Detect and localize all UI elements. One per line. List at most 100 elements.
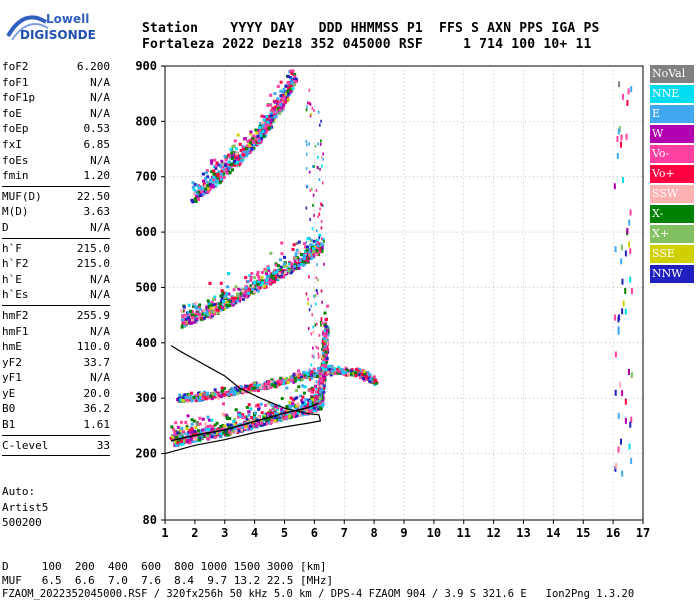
side-marker (630, 288, 633, 295)
echo-point (276, 406, 280, 410)
echo-point (315, 387, 319, 391)
echo-point (311, 187, 313, 191)
echo-trace (176, 364, 379, 404)
side-marker (630, 457, 633, 464)
echo-point (205, 305, 209, 309)
x-tick-label: 10 (427, 526, 441, 540)
echo-point (283, 90, 287, 94)
echo-point (321, 300, 323, 304)
echo-point (292, 414, 296, 418)
echo-point (294, 252, 298, 256)
echo-point (198, 416, 202, 420)
echo-point (282, 103, 286, 107)
echo-point (197, 189, 201, 193)
echo-point (280, 275, 284, 279)
echo-point (320, 119, 322, 123)
echo-point (251, 386, 255, 390)
echo-point (291, 86, 295, 90)
echo-point (187, 310, 191, 314)
echo-point (260, 279, 264, 283)
echo-point (314, 390, 318, 394)
side-marker (624, 287, 627, 294)
param-row: foE N/A (2, 106, 110, 122)
echo-point (224, 294, 228, 298)
echo-point (302, 410, 306, 414)
echo-point (328, 367, 332, 371)
echo-point (302, 402, 306, 406)
echo-point (354, 373, 358, 377)
echo-point (244, 388, 248, 392)
echo-point (314, 384, 318, 388)
echo-point (306, 259, 310, 263)
echo-point (259, 131, 263, 135)
echo-point (190, 391, 194, 395)
x-tick-label: 7 (341, 526, 348, 540)
echo-point (302, 253, 306, 257)
echo-point (276, 268, 280, 272)
echo-point (292, 398, 296, 402)
echo-point (295, 414, 299, 418)
echo-point (282, 382, 286, 386)
echo-point (321, 374, 325, 378)
echo-point (202, 390, 206, 394)
echo-point (238, 142, 242, 146)
echo-point (210, 418, 214, 422)
echo-point (323, 323, 327, 327)
echo-point (333, 371, 337, 375)
echo-point (211, 180, 215, 184)
echo-point (344, 371, 348, 375)
echo-point (270, 418, 274, 422)
echo-point (318, 372, 322, 376)
echo-point (221, 423, 225, 427)
echo-point (234, 408, 238, 412)
echo-point (309, 217, 311, 221)
echo-point (172, 427, 176, 431)
echo-point (266, 418, 270, 422)
echo-point (211, 425, 215, 429)
echo-point (312, 254, 315, 258)
echo-point (280, 106, 284, 110)
echo-point (237, 429, 241, 433)
side-marker (616, 152, 619, 159)
echo-point (337, 369, 341, 373)
echo-point (239, 415, 243, 419)
echo-point (209, 306, 213, 310)
echo-point (276, 270, 280, 274)
echo-point (173, 431, 177, 435)
echo-point (286, 74, 290, 78)
echo-point (322, 390, 326, 394)
echo-point (234, 430, 238, 434)
echo-point (320, 139, 322, 143)
x-tick-label: 9 (400, 526, 407, 540)
echo-point (307, 297, 310, 301)
echo-point (205, 169, 209, 173)
echo-point (221, 161, 225, 165)
echo-point (187, 303, 191, 307)
echo-point (312, 294, 315, 298)
echo-point (195, 422, 199, 426)
echo-point (206, 415, 210, 419)
echo-point (179, 428, 183, 432)
echo-point (216, 427, 220, 431)
echo-point (267, 401, 271, 405)
echo-point (283, 271, 287, 275)
echo-point (238, 162, 242, 166)
echo-point (201, 172, 205, 176)
echo-point (273, 92, 277, 96)
legend-item-sse: SSE (650, 245, 694, 263)
echo-point (362, 377, 366, 381)
echo-point (230, 168, 234, 172)
echo-point (364, 375, 368, 379)
echo-point (315, 302, 317, 306)
echo-point (220, 172, 224, 176)
echo-point (279, 103, 283, 107)
header-values: Fortaleza 2022 Dez18 352 045000 RSF 1 71… (142, 37, 592, 52)
echo-point (320, 250, 324, 254)
echo-point (315, 380, 318, 384)
echo-point (307, 101, 309, 105)
echo-point (320, 382, 324, 386)
echo-point (313, 373, 317, 377)
echo-point (228, 154, 232, 158)
echo-point (260, 275, 264, 279)
echo-point (233, 427, 237, 431)
